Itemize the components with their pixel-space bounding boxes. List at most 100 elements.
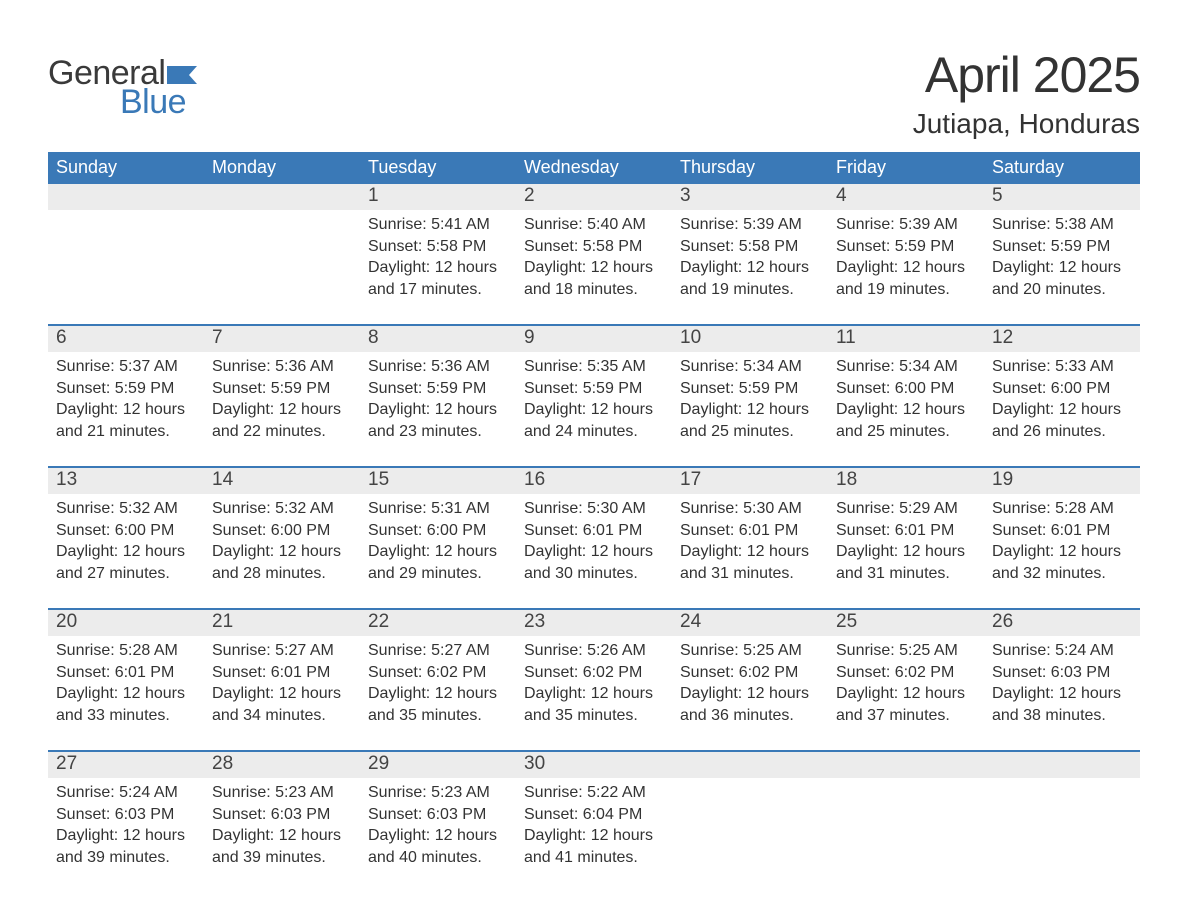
sunrise-line: Sunrise: 5:33 AM [992, 356, 1132, 378]
day-number: 5 [984, 184, 1140, 210]
sunset-line: Sunset: 5:59 PM [836, 236, 976, 258]
day-body: Sunrise: 5:23 AMSunset: 6:03 PMDaylight:… [360, 778, 516, 868]
daylight-line: Daylight: 12 hours and 40 minutes. [368, 825, 508, 868]
sunset-line: Sunset: 5:58 PM [524, 236, 664, 258]
daylight-line: Daylight: 12 hours and 20 minutes. [992, 257, 1132, 300]
day-body: Sunrise: 5:37 AMSunset: 5:59 PMDaylight:… [48, 352, 204, 442]
sunset-line: Sunset: 6:00 PM [56, 520, 196, 542]
day-number: 28 [204, 752, 360, 778]
day-cell: 2Sunrise: 5:40 AMSunset: 5:58 PMDaylight… [516, 184, 672, 314]
sunrise-line: Sunrise: 5:31 AM [368, 498, 508, 520]
daylight-line: Daylight: 12 hours and 28 minutes. [212, 541, 352, 584]
sunset-line: Sunset: 6:00 PM [836, 378, 976, 400]
day-body: Sunrise: 5:27 AMSunset: 6:02 PMDaylight:… [360, 636, 516, 726]
day-number [984, 752, 1140, 778]
daylight-line: Daylight: 12 hours and 35 minutes. [368, 683, 508, 726]
day-number [204, 184, 360, 210]
sunrise-line: Sunrise: 5:28 AM [56, 640, 196, 662]
daylight-line: Daylight: 12 hours and 36 minutes. [680, 683, 820, 726]
sunrise-line: Sunrise: 5:27 AM [368, 640, 508, 662]
day-number: 6 [48, 326, 204, 352]
day-number: 27 [48, 752, 204, 778]
day-body: Sunrise: 5:28 AMSunset: 6:01 PMDaylight:… [48, 636, 204, 726]
day-number: 19 [984, 468, 1140, 494]
sunrise-line: Sunrise: 5:30 AM [680, 498, 820, 520]
day-body: Sunrise: 5:28 AMSunset: 6:01 PMDaylight:… [984, 494, 1140, 584]
sunset-line: Sunset: 6:03 PM [368, 804, 508, 826]
week-row: 27Sunrise: 5:24 AMSunset: 6:03 PMDayligh… [48, 750, 1140, 882]
daylight-line: Daylight: 12 hours and 41 minutes. [524, 825, 664, 868]
day-cell: 28Sunrise: 5:23 AMSunset: 6:03 PMDayligh… [204, 752, 360, 882]
day-cell: 25Sunrise: 5:25 AMSunset: 6:02 PMDayligh… [828, 610, 984, 740]
daylight-line: Daylight: 12 hours and 37 minutes. [836, 683, 976, 726]
day-body: Sunrise: 5:39 AMSunset: 5:58 PMDaylight:… [672, 210, 828, 300]
day-body: Sunrise: 5:27 AMSunset: 6:01 PMDaylight:… [204, 636, 360, 726]
sunrise-line: Sunrise: 5:36 AM [368, 356, 508, 378]
day-cell: 26Sunrise: 5:24 AMSunset: 6:03 PMDayligh… [984, 610, 1140, 740]
day-cell [672, 752, 828, 882]
day-number: 24 [672, 610, 828, 636]
week-row: 20Sunrise: 5:28 AMSunset: 6:01 PMDayligh… [48, 608, 1140, 740]
sunrise-line: Sunrise: 5:29 AM [836, 498, 976, 520]
daylight-line: Daylight: 12 hours and 39 minutes. [56, 825, 196, 868]
day-cell: 10Sunrise: 5:34 AMSunset: 5:59 PMDayligh… [672, 326, 828, 456]
day-number: 14 [204, 468, 360, 494]
daylight-line: Daylight: 12 hours and 24 minutes. [524, 399, 664, 442]
daylight-line: Daylight: 12 hours and 38 minutes. [992, 683, 1132, 726]
sunrise-line: Sunrise: 5:24 AM [56, 782, 196, 804]
calendar-grid: Sunday Monday Tuesday Wednesday Thursday… [48, 152, 1140, 882]
day-cell: 15 Sunrise: 5:31 AMSunset: 6:00 PMDayligh… [360, 468, 516, 598]
daylight-line: Daylight: 12 hours and 21 minutes. [56, 399, 196, 442]
sunset-line: Sunset: 6:01 PM [680, 520, 820, 542]
sunrise-line: Sunrise: 5:22 AM [524, 782, 664, 804]
location-subtitle: Jutiapa, Honduras [913, 108, 1140, 140]
daylight-line: Daylight: 12 hours and 26 minutes. [992, 399, 1132, 442]
daylight-line: Daylight: 12 hours and 23 minutes. [368, 399, 508, 442]
sunset-line: Sunset: 6:00 PM [368, 520, 508, 542]
day-body: Sunrise: 5:36 AMSunset: 5:59 PMDaylight:… [360, 352, 516, 442]
day-body: Sunrise: 5:41 AMSunset: 5:58 PMDaylight:… [360, 210, 516, 300]
day-cell: 29Sunrise: 5:23 AMSunset: 6:03 PMDayligh… [360, 752, 516, 882]
day-number: 2 [516, 184, 672, 210]
day-body: Sunrise: 5:24 AMSunset: 6:03 PMDaylight:… [48, 778, 204, 868]
day-body: Sunrise: 5:22 AMSunset: 6:04 PMDaylight:… [516, 778, 672, 868]
day-cell: 17Sunrise: 5:30 AMSunset: 6:01 PMDayligh… [672, 468, 828, 598]
daylight-line: Daylight: 12 hours and 29 minutes. [368, 541, 508, 584]
day-body: Sunrise: 5:35 AMSunset: 5:59 PMDaylight:… [516, 352, 672, 442]
day-cell [984, 752, 1140, 882]
sunset-line: Sunset: 6:02 PM [368, 662, 508, 684]
sunset-line: Sunset: 6:00 PM [212, 520, 352, 542]
day-cell: 19Sunrise: 5:28 AMSunset: 6:01 PMDayligh… [984, 468, 1140, 598]
sunset-line: Sunset: 6:01 PM [212, 662, 352, 684]
sunset-line: Sunset: 5:58 PM [368, 236, 508, 258]
day-number [828, 752, 984, 778]
daylight-line: Daylight: 12 hours and 30 minutes. [524, 541, 664, 584]
day-body: Sunrise: 5:38 AMSunset: 5:59 PMDaylight:… [984, 210, 1140, 300]
day-body: Sunrise: 5:34 AMSunset: 5:59 PMDaylight:… [672, 352, 828, 442]
daylight-line: Daylight: 12 hours and 31 minutes. [836, 541, 976, 584]
sunset-line: Sunset: 6:02 PM [524, 662, 664, 684]
sunset-line: Sunset: 5:58 PM [680, 236, 820, 258]
day-cell [48, 184, 204, 314]
day-number: 23 [516, 610, 672, 636]
day-number: 17 [672, 468, 828, 494]
sunset-line: Sunset: 5:59 PM [56, 378, 196, 400]
sunrise-line: Sunrise: 5:25 AM [680, 640, 820, 662]
day-body: Sunrise: 5:34 AMSunset: 6:00 PMDaylight:… [828, 352, 984, 442]
day-body: Sunrise: 5:40 AMSunset: 5:58 PMDaylight:… [516, 210, 672, 300]
day-cell: 21Sunrise: 5:27 AMSunset: 6:01 PMDayligh… [204, 610, 360, 740]
sunrise-line: Sunrise: 5:37 AM [56, 356, 196, 378]
sunset-line: Sunset: 6:01 PM [524, 520, 664, 542]
logo: General Blue [48, 30, 197, 122]
day-cell: 9Sunrise: 5:35 AMSunset: 5:59 PMDaylight… [516, 326, 672, 456]
day-number: 15 [360, 468, 516, 494]
sunrise-line: Sunrise: 5:24 AM [992, 640, 1132, 662]
day-number: 16 [516, 468, 672, 494]
day-body: Sunrise: 5:30 AMSunset: 6:01 PMDaylight:… [672, 494, 828, 584]
day-number: 8 [360, 326, 516, 352]
daylight-line: Daylight: 12 hours and 25 minutes. [680, 399, 820, 442]
day-number: 22 [360, 610, 516, 636]
day-number: 1 [360, 184, 516, 210]
day-number: 9 [516, 326, 672, 352]
day-body: Sunrise: 5:24 AMSunset: 6:03 PMDaylight:… [984, 636, 1140, 726]
